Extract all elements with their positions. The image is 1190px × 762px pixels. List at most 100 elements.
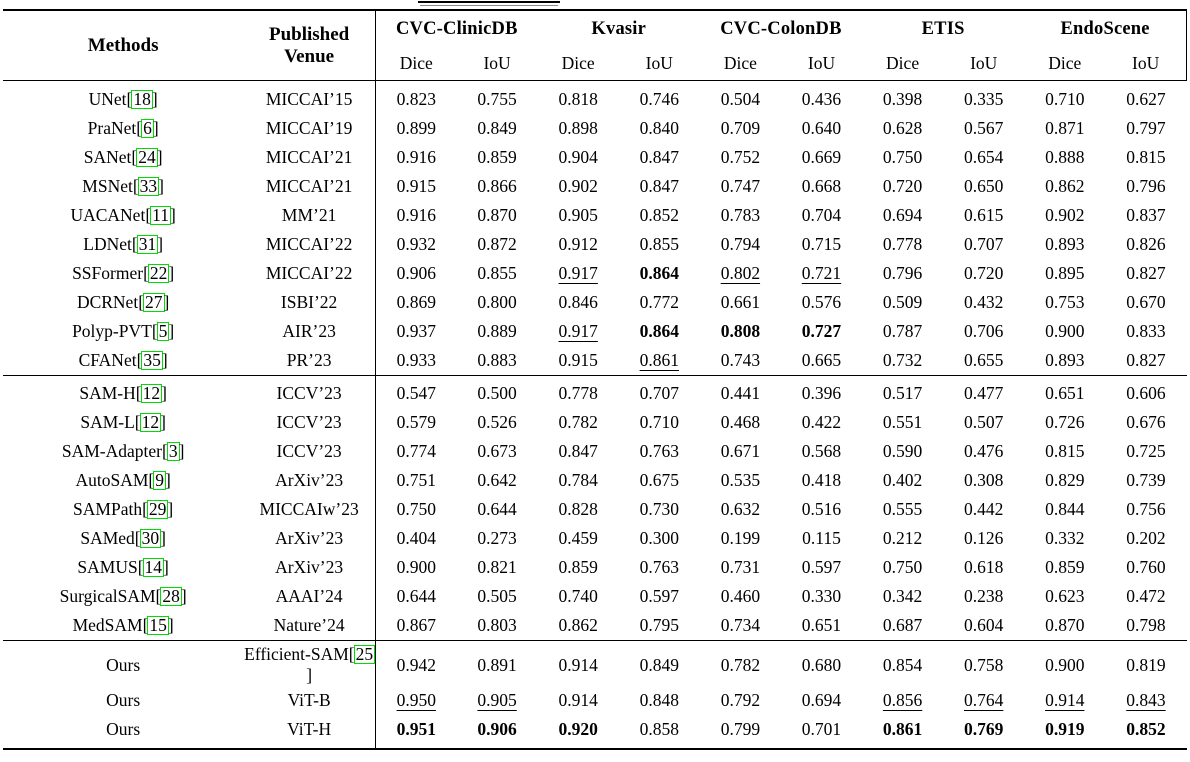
- metric-value: 0.914: [558, 654, 598, 675]
- value-cell: 0.750: [862, 143, 943, 172]
- metric-value: 0.675: [639, 470, 679, 490]
- citation-link[interactable]: 31: [136, 234, 159, 254]
- value-cell: 0.869: [374, 288, 457, 317]
- value-cell: 0.783: [700, 201, 781, 230]
- citation-link[interactable]: 25: [353, 644, 376, 664]
- value-cell: 0.746: [619, 81, 700, 115]
- metric-value: 0.764: [963, 690, 1004, 710]
- value-cell: 0.750: [374, 495, 457, 524]
- value-cell: 0.893: [1024, 346, 1105, 376]
- method-cell: LDNet[31]: [83, 234, 164, 254]
- value-cell: 0.937: [374, 317, 457, 346]
- value-cell: 0.795: [619, 611, 700, 641]
- citation-bracket: [: [126, 89, 133, 109]
- table-row: LDNet[31] MICCAI’22 0.932 0.872 0.912 0.855 0.…: [3, 230, 1187, 259]
- value-cell: 0.335: [943, 81, 1024, 115]
- citation-link[interactable]: 11: [150, 205, 171, 225]
- citation-link[interactable]: 22: [147, 263, 170, 283]
- venue-cell: ICCV’23: [276, 441, 342, 461]
- value-cell: 0.763: [619, 437, 700, 466]
- value-cell: 0.859: [1024, 553, 1105, 582]
- metric-value: 0.640: [801, 118, 842, 138]
- value-cell: 0.797: [1105, 114, 1186, 143]
- citation-link[interactable]: 30: [139, 528, 162, 548]
- metric-value: 0.889: [477, 321, 517, 341]
- citation-link[interactable]: 9: [153, 470, 166, 490]
- metric-value: 0.704: [801, 205, 842, 225]
- citation-link[interactable]: 35: [141, 350, 163, 370]
- metric-value: 0.870: [477, 205, 517, 225]
- citation-link[interactable]: 12: [139, 412, 162, 432]
- value-cell: 0.796: [1105, 172, 1186, 201]
- value-cell: 0.507: [943, 408, 1024, 437]
- metric-value: 0.628: [882, 118, 923, 138]
- method-cell: SANet[24]: [83, 147, 163, 167]
- metric-value: 0.650: [963, 176, 1004, 196]
- value-cell: 0.862: [1024, 172, 1105, 201]
- metric-value: 0.746: [639, 89, 679, 109]
- metric-value: 0.833: [1126, 321, 1166, 341]
- value-cell: 0.888: [1024, 143, 1105, 172]
- venue-cell: MICCAI’19: [265, 118, 353, 138]
- method-cell: CFANet[35]: [78, 350, 168, 370]
- value-cell: 0.650: [943, 172, 1024, 201]
- metric-value: 0.655: [963, 350, 1004, 370]
- metric-value: 0.900: [1045, 654, 1085, 675]
- metric-value: 0.797: [1126, 118, 1166, 138]
- value-cell: 0.898: [538, 114, 619, 143]
- citation-bracket: ]: [178, 441, 185, 461]
- value-cell: 0.747: [700, 172, 781, 201]
- value-cell: 0.840: [619, 114, 700, 143]
- venue-cell: Nature’24: [273, 615, 345, 635]
- value-cell: 0.273: [457, 524, 538, 553]
- citation-link[interactable]: 27: [143, 292, 165, 312]
- value-cell: 0.644: [457, 495, 538, 524]
- value-cell: 0.950: [374, 686, 457, 715]
- venue-cell: PR’23: [286, 350, 332, 370]
- value-cell: 0.655: [943, 346, 1024, 376]
- method-cell: SurgicalSAM[28]: [59, 586, 187, 606]
- metric-value: 0.335: [963, 89, 1004, 109]
- method-cell: AutoSAM[9]: [75, 470, 171, 490]
- citation-bracket: ]: [158, 176, 164, 196]
- value-cell: 0.590: [862, 437, 943, 466]
- metric-header-cvc-colondb-dice: Dice: [723, 53, 757, 73]
- citation-bracket: [: [155, 586, 162, 606]
- citation-link[interactable]: 24: [136, 147, 158, 167]
- citation-link[interactable]: 12: [140, 383, 163, 403]
- metric-value: 0.854: [882, 654, 923, 675]
- value-cell: 0.726: [1024, 408, 1105, 437]
- value-cell: 0.794: [700, 230, 781, 259]
- metric-value: 0.758: [963, 654, 1004, 675]
- metric-value: 0.905: [477, 690, 517, 710]
- value-cell: 0.707: [618, 375, 700, 408]
- value-cell: 0.526: [457, 408, 538, 437]
- citation-link[interactable]: 33: [137, 176, 160, 196]
- citation-bracket: [: [138, 292, 145, 312]
- citation-link[interactable]: 14: [142, 557, 165, 577]
- citation-link[interactable]: 5: [156, 321, 170, 341]
- value-cell: 0.769: [943, 715, 1024, 749]
- value-cell: 0.843: [1105, 686, 1186, 715]
- citation-link[interactable]: 6: [141, 118, 154, 138]
- metric-value: 0.796: [1126, 176, 1166, 196]
- citation-link[interactable]: 29: [146, 499, 169, 519]
- metric-value: 0.782: [558, 412, 598, 432]
- venue-cell: AIR’23: [282, 321, 336, 341]
- citation-link[interactable]: 15: [147, 615, 169, 635]
- value-cell: 0.668: [781, 172, 862, 201]
- value-cell: 0.509: [862, 288, 943, 317]
- metric-value: 0.760: [1126, 557, 1166, 577]
- value-cell: 0.126: [943, 524, 1024, 553]
- value-cell: 0.902: [1024, 201, 1105, 230]
- value-cell: 0.640: [781, 114, 862, 143]
- citation-link[interactable]: 3: [166, 441, 180, 461]
- dataset-header-cvc-clinicdb: CVC-ClinicDB: [374, 10, 538, 47]
- metric-value: 0.517: [882, 383, 923, 403]
- value-cell: 0.763: [619, 553, 700, 582]
- value-cell: 0.826: [1105, 230, 1186, 259]
- citation-link[interactable]: 28: [160, 586, 182, 606]
- citation-link[interactable]: 18: [131, 89, 153, 109]
- metric-value: 0.300: [639, 528, 679, 548]
- metric-value: 0.579: [396, 412, 436, 432]
